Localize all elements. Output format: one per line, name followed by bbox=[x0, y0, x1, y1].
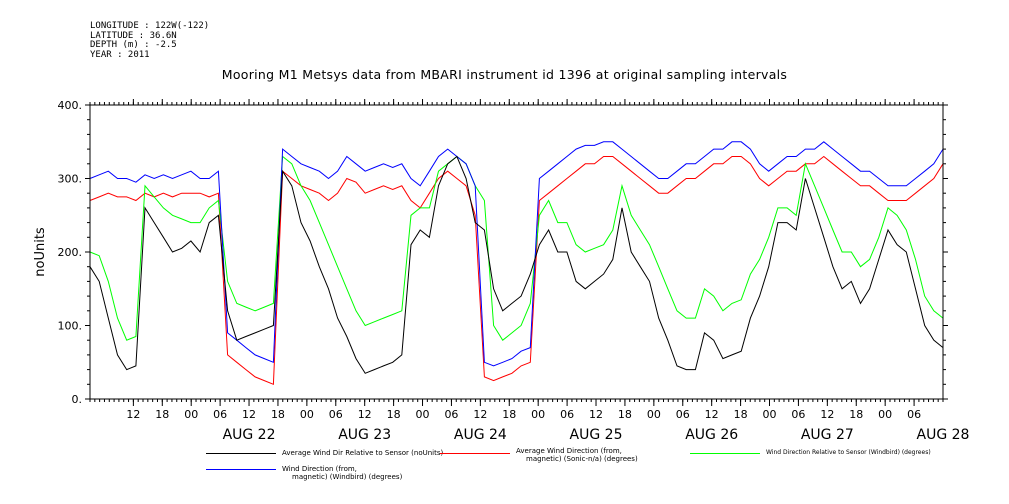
x-day-label: AUG 25 bbox=[570, 427, 623, 443]
latitude-text: LATITUDE : 36.6N bbox=[90, 30, 177, 41]
y-tick-label: 200. bbox=[58, 246, 83, 259]
y-tick-label: 100. bbox=[58, 320, 83, 333]
axes-group: 0. 100. 200. 300. 400. 12 18 00 06 12 18 00 06 12 18 00… bbox=[58, 99, 970, 443]
x-tick-label: 18 bbox=[271, 408, 285, 421]
legend-label-red-1: Average Wind Direction (from, bbox=[516, 447, 622, 455]
legend-swatch-red bbox=[440, 453, 510, 454]
x-tick-label: 06 bbox=[676, 408, 690, 421]
x-tick-label: 06 bbox=[907, 408, 921, 421]
x-tick-label: 12 bbox=[705, 408, 719, 421]
x-tick-label: 12 bbox=[358, 408, 372, 421]
x-tick-label: 00 bbox=[416, 408, 430, 421]
legend-swatch-green bbox=[690, 453, 760, 454]
x-tick-label: 06 bbox=[791, 408, 805, 421]
x-tick-label: 00 bbox=[300, 408, 314, 421]
x-tick-label: 00 bbox=[531, 408, 545, 421]
series-line-1 bbox=[89, 155, 944, 386]
legend-item-blue: Wind Direction (from, magnetic) (Windbir… bbox=[206, 464, 436, 482]
legend-label-black: Average Wind Dir Relative to Sensor (noU… bbox=[282, 449, 444, 457]
x-tick-label: 18 bbox=[734, 408, 748, 421]
metadata-block: LONGITUDE : 122W(-122) LATITUDE : 36.6N DE… bbox=[90, 21, 210, 60]
y-tick-label: 400. bbox=[58, 99, 83, 112]
x-tick-label: 12 bbox=[126, 408, 140, 421]
legend-swatch-blue bbox=[206, 469, 276, 470]
legend-item-red: Average Wind Direction (from, magnetic) … bbox=[440, 447, 670, 466]
x-tick-label: 12 bbox=[473, 408, 487, 421]
series-line-0 bbox=[89, 155, 944, 374]
x-day-label: AUG 22 bbox=[223, 427, 276, 443]
x-tick-label: 18 bbox=[618, 408, 632, 421]
legend-label-red-2: magnetic) (Sonic-n/a) (degrees) bbox=[526, 455, 638, 463]
legend-label-blue-1: Wind Direction (from, bbox=[282, 465, 357, 473]
longitude-text: LONGITUDE : 122W(-122) bbox=[90, 21, 210, 31]
x-tick-label: 06 bbox=[560, 408, 574, 421]
x-day-label: AUG 27 bbox=[801, 427, 854, 443]
x-day-label: AUG 23 bbox=[338, 427, 391, 443]
series-line-3 bbox=[89, 141, 944, 367]
legend-label-green: Wind Direction Relative to Sensor (Windb… bbox=[766, 449, 931, 456]
depth-text: DEPTH (m) : -2.5 bbox=[90, 40, 177, 50]
legend-item-green: Wind Direction Relative to Sensor (Windb… bbox=[690, 449, 950, 460]
x-day-label: AUG 28 bbox=[917, 427, 970, 443]
x-tick-label: 12 bbox=[589, 408, 603, 421]
plot-series-group bbox=[89, 141, 944, 386]
x-tick-label: 18 bbox=[849, 408, 863, 421]
y-tick-label: 300. bbox=[58, 173, 83, 186]
x-tick-label: 06 bbox=[444, 408, 458, 421]
x-day-label: AUG 26 bbox=[685, 427, 738, 443]
y-axis-label: noUnits bbox=[33, 227, 48, 277]
x-tick-label: 00 bbox=[878, 408, 892, 421]
legend-label-blue-2: magnetic) (Windbird) (degrees) bbox=[292, 473, 403, 481]
y-tick-label: 0. bbox=[72, 393, 83, 406]
x-tick-label: 12 bbox=[242, 408, 256, 421]
x-tick-label: 06 bbox=[213, 408, 227, 421]
x-tick-label: 00 bbox=[647, 408, 661, 421]
legend-item-black: Average Wind Dir Relative to Sensor (noU… bbox=[206, 449, 496, 460]
x-tick-label: 12 bbox=[820, 408, 834, 421]
chart-title: Mooring M1 Metsys data from MBARI instru… bbox=[221, 67, 788, 82]
year-text: YEAR : 2011 bbox=[90, 49, 150, 60]
x-tick-label: 18 bbox=[502, 408, 516, 421]
x-tick-label: 18 bbox=[155, 408, 169, 421]
legend-swatch-black bbox=[206, 453, 276, 454]
x-tick-label: 18 bbox=[387, 408, 401, 421]
x-tick-label: 00 bbox=[763, 408, 777, 421]
series-line-2 bbox=[89, 155, 944, 341]
x-tick-label: 06 bbox=[329, 408, 343, 421]
x-tick-label: 00 bbox=[184, 408, 198, 421]
x-day-label: AUG 24 bbox=[454, 427, 507, 443]
